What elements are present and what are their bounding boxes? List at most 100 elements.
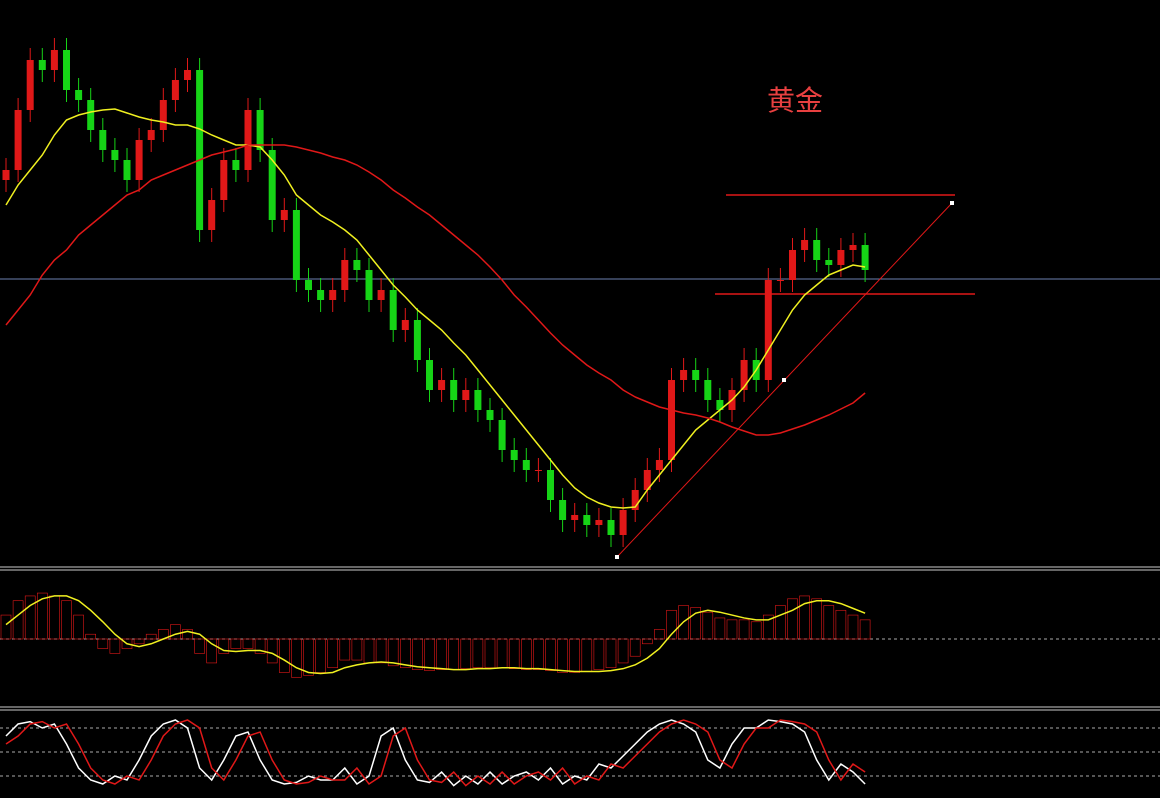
histogram-bar [73,614,84,640]
candle-body [474,390,482,410]
anchor-dot [950,201,954,205]
candle-body [849,245,857,250]
candle-body [208,200,216,230]
anchor-dot [615,555,619,559]
candle-body [655,460,663,470]
histogram-bar [339,638,351,661]
histogram-bar [121,638,133,649]
histogram-bar [569,638,581,673]
candle-body [87,100,95,130]
histogram-bar [484,638,496,669]
histogram-bar [387,638,399,667]
candle-body [740,360,748,390]
candle-body [389,290,397,330]
candle-body [184,70,191,80]
candle-body [619,510,627,535]
candle-body [571,515,579,520]
candle-body [232,160,240,170]
histogram-bar [412,638,423,670]
candle-body [329,290,337,300]
histogram-bar [182,629,193,640]
histogram-bar [351,638,363,661]
candle-body [776,280,784,281]
histogram-bar [714,617,726,640]
candle-body [292,210,300,280]
histogram-bar [605,638,617,669]
candle-body [341,260,349,290]
indicator-line [5,719,866,787]
candle-body [413,320,421,360]
histogram-bar [424,638,435,671]
histogram-bar [206,638,217,664]
indicator-line [5,595,866,675]
candle-body [825,260,833,265]
candle-body [268,150,276,220]
candle-body [631,490,639,510]
candle-body [668,380,675,460]
candle-body [801,240,809,250]
histogram-bar [97,638,109,649]
histogram-bar [593,638,605,670]
candle-body [353,260,361,270]
histogram-bar [85,633,96,640]
histogram-bar [218,638,230,654]
candle-body [365,270,373,300]
histogram-bar [702,611,714,640]
histogram-bar [787,598,798,640]
candle-body [692,370,700,380]
candle-body [680,370,688,380]
candle-body [426,360,433,390]
candle-body [401,320,409,330]
candle-body [135,140,143,180]
histogram-bar [399,638,411,669]
candle-body [26,60,34,110]
candle-body [462,390,470,400]
histogram-bar [835,609,847,640]
anchor-dot [782,378,786,382]
candle-body [317,290,325,300]
histogram-bar [738,619,750,640]
histogram-bar [750,621,762,640]
histogram-bar [775,605,786,640]
histogram-bar [799,595,810,640]
histogram-bar [266,638,278,664]
histogram-bar [533,638,544,670]
indicator-line [5,719,866,787]
candle-body [510,450,518,460]
candle-body [171,80,179,100]
candle-body [716,400,724,410]
candle-body [220,160,228,200]
candle-body [280,210,288,220]
candle-body [522,460,530,470]
candle-body [498,420,506,450]
histogram-bar [133,638,145,645]
histogram-bar [666,609,677,640]
histogram-bar [254,638,266,654]
histogram-bar [61,600,72,640]
histogram-bar [291,638,302,678]
histogram-bar [823,605,835,640]
candle-body [764,280,772,380]
histogram-bar [24,595,36,640]
candle-body [643,470,651,490]
candle-body [559,500,567,520]
candle-body [196,70,204,230]
candle-body [861,245,869,270]
histogram-bar [508,638,520,669]
histogram-bar [557,638,568,673]
histogram-bar [436,638,447,670]
candle-body [244,110,252,170]
candle-body [38,60,46,70]
indicator-line [5,144,866,436]
candle-body [704,380,712,400]
histogram-bar [847,614,859,640]
histogram-bar [327,638,339,669]
candle-body [256,110,264,150]
histogram-bar [762,614,774,640]
candle-body [486,410,494,420]
candle-body [837,250,845,265]
candle-body [99,130,107,150]
